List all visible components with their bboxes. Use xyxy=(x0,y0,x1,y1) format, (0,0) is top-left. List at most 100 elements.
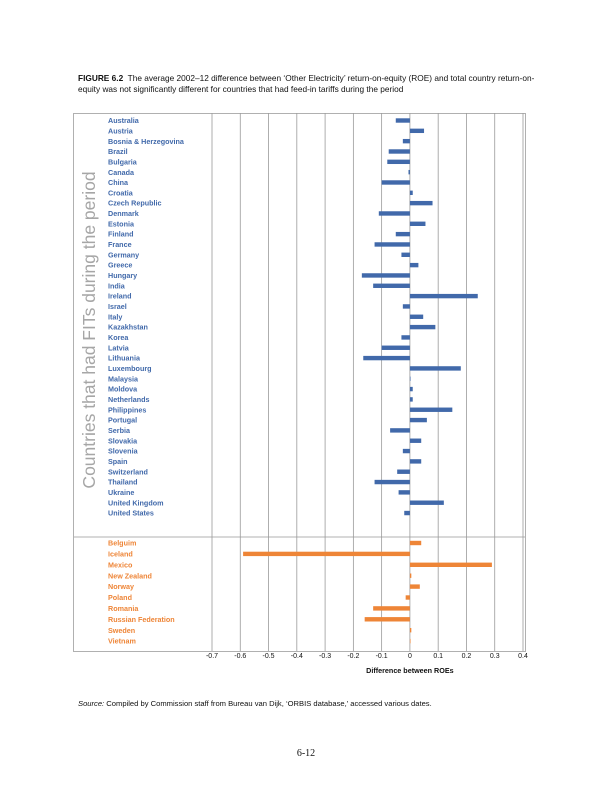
category-label: Austria xyxy=(108,126,134,135)
figure-label: FIGURE 6.2 xyxy=(78,73,124,83)
category-label: Israel xyxy=(108,302,127,311)
category-label: Norway xyxy=(108,582,134,591)
category-label: Brazil xyxy=(108,147,128,156)
x-tick-label: -0.1 xyxy=(376,653,388,660)
category-label: Serbia xyxy=(108,426,131,435)
bar-slovenia xyxy=(402,448,410,454)
bar-slovakia xyxy=(409,438,422,443)
category-label: Estonia xyxy=(108,219,135,228)
bar-luxembourg xyxy=(409,366,461,371)
category-label: Slovakia xyxy=(108,436,138,445)
category-label: Kazakhstan xyxy=(108,323,148,332)
category-label: Mexico xyxy=(108,560,133,569)
bar-korea xyxy=(401,335,410,340)
bar-switzerland xyxy=(397,469,410,474)
category-label: Belguim xyxy=(108,539,136,548)
category-label: Latvia xyxy=(108,343,130,352)
bar-netherlands xyxy=(409,397,413,402)
bar-new-zealand xyxy=(409,573,412,578)
bar-hungary xyxy=(361,273,410,278)
category-label: Finland xyxy=(108,230,134,239)
category-label: Thailand xyxy=(108,478,138,487)
bar-belguim xyxy=(409,540,422,546)
source-label: Source: xyxy=(78,699,105,708)
category-label: Bosnia & Herzegovina xyxy=(108,137,185,146)
bar-norway xyxy=(409,584,420,589)
x-tick-label: -0.4 xyxy=(291,653,303,660)
bar-russian-federation xyxy=(364,617,410,622)
bar-austria xyxy=(409,128,425,134)
category-label: Moldova xyxy=(108,385,138,394)
bar-latvia xyxy=(381,345,410,350)
x-tick-label: -0.7 xyxy=(206,653,218,660)
x-axis-label: Difference between ROEs xyxy=(366,666,453,675)
bar-estonia xyxy=(409,221,426,226)
category-label: India xyxy=(108,281,126,290)
bar-vietnam xyxy=(409,638,411,644)
bar-philippines xyxy=(409,407,453,412)
bar-denmark xyxy=(378,211,410,216)
category-label: Croatia xyxy=(108,188,134,197)
category-label: Bulgaria xyxy=(108,157,138,166)
category-label: Ireland xyxy=(108,292,132,301)
y-axis-label: Countries that had FITs during the perio… xyxy=(79,171,99,488)
category-label: Czech Republic xyxy=(108,199,162,208)
category-label: Romania xyxy=(108,604,139,613)
category-label: Sweden xyxy=(108,626,135,635)
bar-spain xyxy=(409,459,422,464)
category-label: Denmark xyxy=(108,209,139,218)
category-label: Germany xyxy=(108,250,139,259)
bar-china xyxy=(381,180,410,185)
bar-germany xyxy=(401,252,410,257)
category-label: Ukraine xyxy=(108,488,134,497)
bar-moldova xyxy=(409,386,413,392)
category-label: Portugal xyxy=(108,416,137,425)
bar-finland xyxy=(395,231,410,237)
bar-serbia xyxy=(390,428,410,433)
x-tick-label: -0.3 xyxy=(319,653,331,660)
bar-united-states xyxy=(404,510,410,516)
category-label: Spain xyxy=(108,457,128,466)
category-label: Poland xyxy=(108,593,132,602)
bar-poland xyxy=(405,595,410,600)
bar-mexico xyxy=(409,562,492,567)
category-label: Slovenia xyxy=(108,447,139,456)
category-label: Australia xyxy=(108,116,140,125)
x-tick-label: 0.1 xyxy=(433,653,443,660)
bar-italy xyxy=(409,314,424,319)
category-label: Canada xyxy=(108,168,135,177)
x-tick-label: 0.3 xyxy=(490,653,500,660)
x-tick-label: 0 xyxy=(408,653,412,660)
x-tick-label: 0.2 xyxy=(462,653,472,660)
bar-romania xyxy=(373,606,410,611)
bar-portugal xyxy=(409,417,427,423)
bar-ukraine xyxy=(398,490,410,495)
bar-lithuania xyxy=(363,355,410,361)
bar-czech-republic xyxy=(409,200,433,206)
figure-caption: FIGURE 6.2 The average 2002–12 differenc… xyxy=(78,73,538,94)
bar-thailand xyxy=(374,479,410,485)
bar-australia xyxy=(395,118,410,123)
category-label: New Zealand xyxy=(108,571,152,580)
category-label: Netherlands xyxy=(108,395,150,404)
bar-israel xyxy=(402,304,410,309)
category-label: Italy xyxy=(108,312,122,321)
x-tick-label: -0.6 xyxy=(234,653,246,660)
category-label: Vietnam xyxy=(108,637,136,646)
bar-malaysia xyxy=(409,376,411,381)
bar-france xyxy=(374,242,410,247)
bar-brazil xyxy=(388,149,410,154)
bar-kazakhstan xyxy=(409,324,436,330)
bar-iceland xyxy=(243,551,410,557)
category-label: Iceland xyxy=(108,550,133,559)
category-label: France xyxy=(108,240,132,249)
bar-india xyxy=(373,283,410,288)
category-label: United States xyxy=(108,509,154,518)
chart-frame xyxy=(73,113,526,652)
page-number: 6-12 xyxy=(296,748,316,759)
category-label: Luxembourg xyxy=(108,364,152,373)
bar-croatia xyxy=(409,190,413,196)
category-label: Lithuania xyxy=(108,354,141,363)
